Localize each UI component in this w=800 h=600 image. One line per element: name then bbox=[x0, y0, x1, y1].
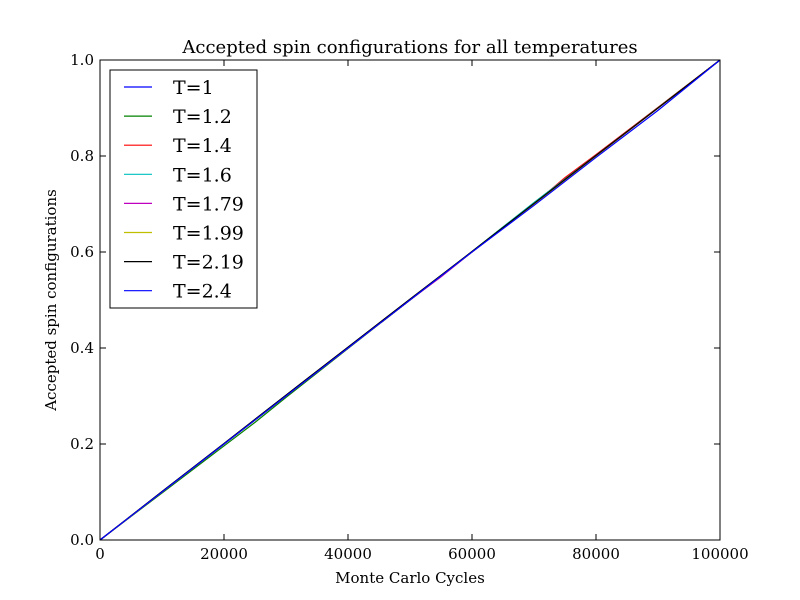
legend-box bbox=[109, 69, 258, 309]
x-tick-label: 0 bbox=[95, 545, 105, 563]
legend-label: T=1.6 bbox=[173, 164, 232, 186]
x-tick-label: 20000 bbox=[200, 545, 248, 563]
x-axis-label: Monte Carlo Cycles bbox=[335, 569, 485, 587]
legend-label: T=2.4 bbox=[173, 281, 232, 303]
legend-label: T=1.79 bbox=[173, 193, 244, 215]
x-tick-label: 60000 bbox=[448, 545, 496, 563]
legend-label: T=1.99 bbox=[173, 223, 244, 245]
axis-ticks: 0 20000 40000 60000 80000 100000 0.0 0.2 0.4 0.6 0… bbox=[70, 51, 748, 563]
y-tick-label: 0.6 bbox=[70, 243, 94, 261]
y-tick-label: 0.4 bbox=[70, 339, 94, 357]
plot-frame bbox=[99, 59, 721, 541]
legend: T=1 T=1.2 T=1.4 T=1.6 T=1.79 T=1.99 T=2.19 T=2.… bbox=[109, 69, 258, 309]
legend-label: T=1.4 bbox=[173, 135, 232, 157]
series-line-8 bbox=[99, 59, 721, 541]
series-lines bbox=[99, 59, 721, 541]
y-tick-label: 0.8 bbox=[70, 147, 94, 165]
x-tick-label: 100000 bbox=[691, 545, 748, 563]
y-tick-label: 0.2 bbox=[70, 435, 94, 453]
legend-label: T=1 bbox=[173, 77, 214, 99]
y-tick-label: 0.0 bbox=[70, 531, 94, 549]
chart-title: Accepted spin configurations for all tem… bbox=[181, 37, 637, 58]
y-tick-label: 1.0 bbox=[70, 51, 94, 69]
x-tick-label: 80000 bbox=[572, 545, 620, 563]
x-tick-label: 40000 bbox=[324, 545, 372, 563]
y-axis-label: Accepted spin configurations bbox=[42, 189, 60, 412]
legend-label: T=1.2 bbox=[173, 106, 232, 128]
legend-label: T=2.19 bbox=[173, 252, 244, 274]
